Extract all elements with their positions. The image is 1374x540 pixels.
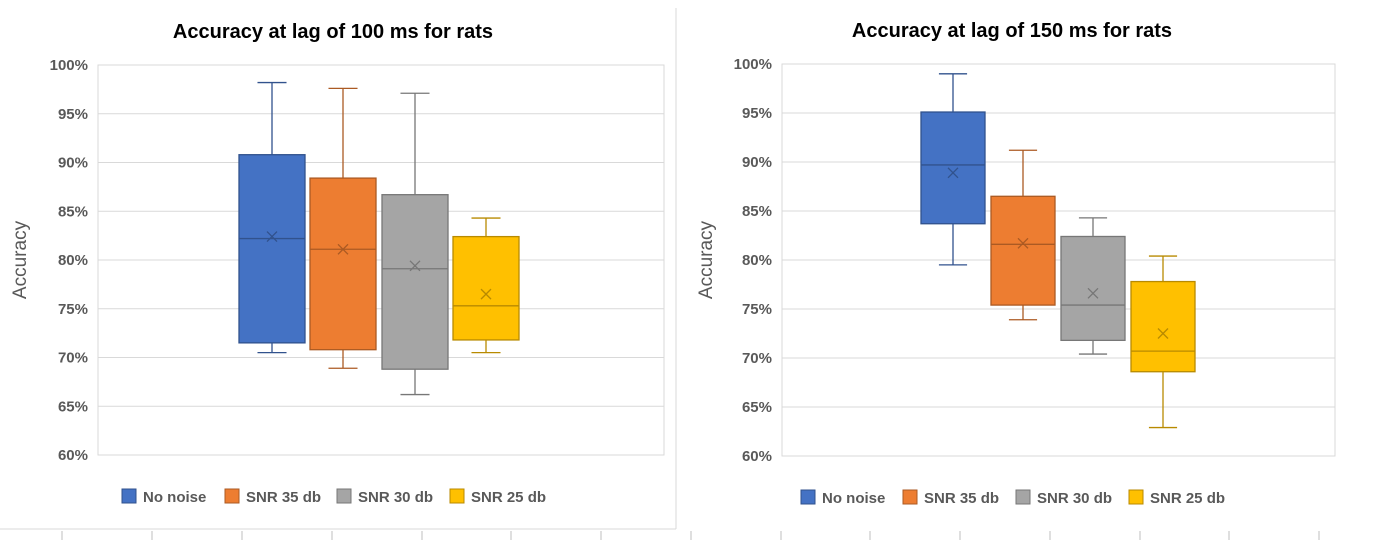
y-tick-label: 100% [50,57,88,74]
legend-label: SNR 35 db [924,490,999,507]
y-tick-label: 100% [734,56,772,73]
box-4 [452,235,520,341]
legend-label: SNR 30 db [1037,490,1112,507]
legend-label: No noise [143,489,206,506]
y-tick-label: 60% [58,447,88,464]
legend-swatch [449,488,465,504]
y-tick-label: 75% [742,301,772,318]
box-3 [1060,235,1126,342]
plot-area [97,64,665,456]
box-1 [238,154,306,344]
legend-swatch [121,488,137,504]
y-tick-label: 90% [742,154,772,171]
legend-swatch [1015,489,1031,505]
chart-title: Accuracy at lag of 100 ms for rats [173,21,493,43]
legend-swatch [800,489,816,505]
legend-label: SNR 25 db [471,489,546,506]
y-tick-label: 80% [742,252,772,269]
box-4 [1130,280,1196,373]
legend-label: No noise [822,490,885,507]
box-2 [309,177,377,351]
y-tick-label: 90% [58,155,88,172]
y-tick-label: 65% [742,399,772,416]
legend-label: SNR 30 db [358,489,433,506]
mean-marker [480,288,492,300]
legend-swatch [224,488,240,504]
legend-swatch [1128,489,1144,505]
box-3 [381,194,449,370]
y-tick-label: 85% [742,203,772,220]
y-tick-label: 65% [58,398,88,415]
chart-title: Accuracy at lag of 150 ms for rats [852,20,1172,42]
y-tick-label: 85% [58,203,88,220]
mean-marker [947,167,959,179]
y-tick-label: 95% [742,105,772,122]
box-2 [990,195,1056,306]
mean-marker [1087,287,1099,299]
mean-marker [266,231,278,243]
legend-label: SNR 35 db [246,489,321,506]
mean-marker [337,243,349,255]
y-tick-label: 75% [58,301,88,318]
plot-area [781,63,1336,457]
mean-marker [409,260,421,272]
y-tick-label: 70% [742,350,772,367]
y-axis-label: Accuracy [696,220,717,299]
mean-marker [1157,328,1169,339]
y-tick-label: 70% [58,350,88,367]
y-tick-label: 95% [58,106,88,123]
mean-marker [1017,237,1029,249]
y-axis-label: Accuracy [10,220,31,299]
y-tick-label: 60% [742,448,772,465]
legend-label: SNR 25 db [1150,490,1225,507]
legend-swatch [336,488,352,504]
legend-swatch [902,489,918,505]
box-1 [920,111,986,225]
y-tick-label: 80% [58,252,88,269]
